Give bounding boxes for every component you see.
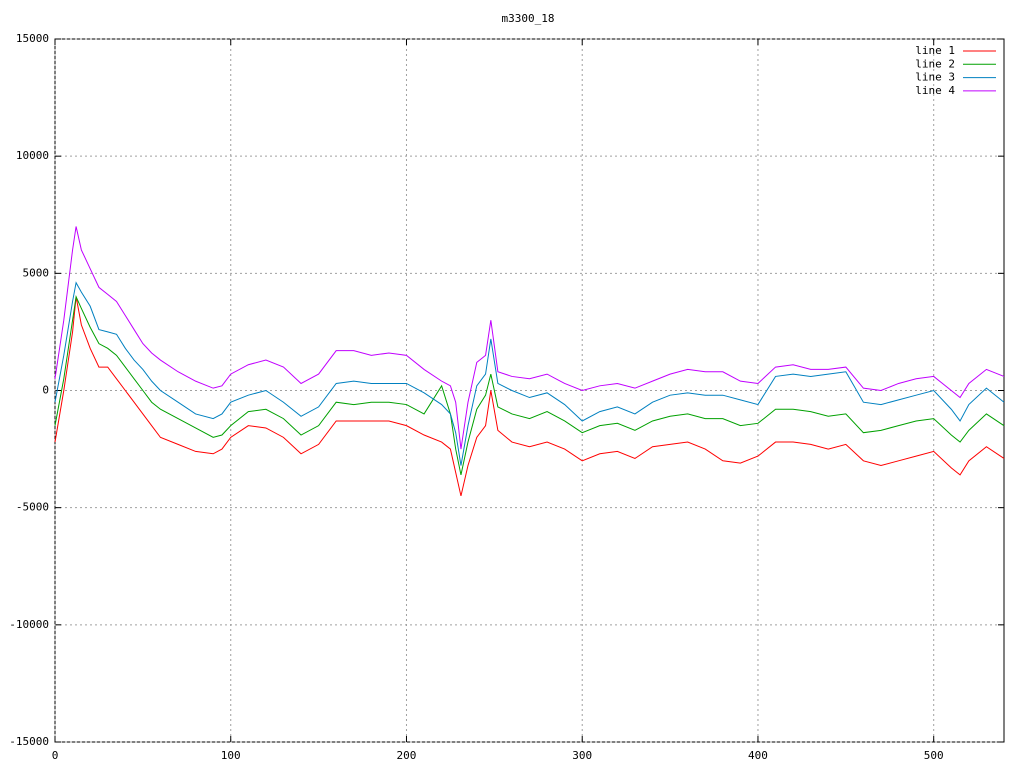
y-tick-label: -5000: [16, 501, 49, 514]
y-tick-label: 0: [42, 384, 49, 397]
y-tick-label: 15000: [16, 32, 49, 45]
legend-label: line 3: [915, 71, 955, 84]
x-tick-label: 0: [52, 749, 59, 762]
data-line: [54, 226, 1005, 450]
chart-title: m3300_18: [502, 12, 555, 25]
legend-label: line 2: [915, 57, 955, 70]
data-line: [54, 281, 1005, 466]
x-tick-label: 400: [748, 749, 768, 762]
legend-label: line 1: [915, 44, 955, 57]
y-tick-label: 5000: [23, 266, 50, 279]
x-tick-label: 100: [221, 749, 241, 762]
y-tick-label: 10000: [16, 149, 49, 162]
legend-label: line 4: [915, 84, 955, 97]
x-tick-label: 500: [924, 749, 944, 762]
y-tick-label: -10000: [9, 618, 49, 631]
x-tick-label: 200: [397, 749, 417, 762]
data-line: [54, 295, 1005, 475]
y-tick-label: -15000: [9, 735, 49, 748]
x-tick-label: 300: [572, 749, 592, 762]
data-line: [54, 296, 1005, 497]
